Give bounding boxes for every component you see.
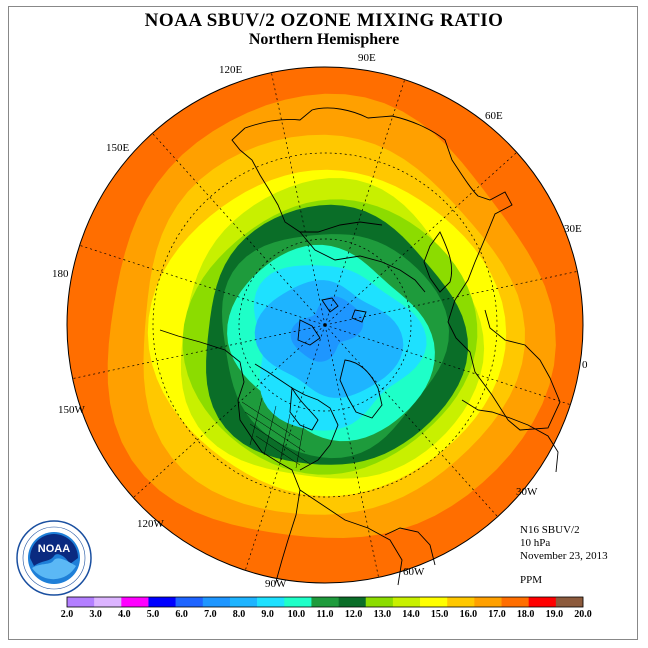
lon-label-30e: 30E — [564, 223, 582, 235]
lon-label-90w: 90W — [265, 578, 287, 590]
meridian-line — [244, 324, 326, 571]
greenland-coast — [339, 359, 383, 419]
map-boundary — [66, 66, 584, 584]
meridian-line — [324, 79, 406, 326]
noaa-logo: NOAA — [16, 520, 92, 596]
colorbar-tick-label: 12.0 — [344, 609, 363, 620]
meridian-line — [271, 72, 326, 326]
lon-label-60e: 60E — [485, 110, 503, 122]
africa-coast — [461, 399, 559, 473]
colorbar-tick-label: 16.0 — [459, 609, 478, 620]
hudson-bay-coast — [289, 386, 319, 431]
us-state-borders — [241, 397, 311, 469]
lon-label-60w: 60W — [403, 566, 425, 578]
colorbar-tick-label: 19.0 — [545, 609, 564, 620]
colorbar-tick-label: 3.0 — [89, 609, 102, 620]
colorbar-tick-label: 17.0 — [488, 609, 506, 620]
colorbar-tick-label: 2.0 — [60, 609, 74, 620]
colorbar-tick-label: 13.0 — [373, 609, 392, 620]
colorbar-tick-label: 10.0 — [287, 609, 306, 620]
meridian-line — [324, 324, 571, 406]
colorbar-tick-label: 9.0 — [261, 609, 274, 620]
colorbar-tick-label: 11.0 — [316, 609, 334, 620]
central-america-coast — [299, 489, 403, 586]
coastlines — [159, 107, 561, 586]
colorbar-tick-label: 15.0 — [430, 609, 449, 620]
meridian-line — [72, 324, 326, 379]
instrument-label: N16 SBUV/2 — [520, 524, 580, 536]
map-title: NOAA SBUV/2 OZONE MIXING RATIO — [144, 10, 504, 31]
figure-frame — [8, 6, 638, 640]
colorbar-tick-label: 8.0 — [232, 609, 246, 620]
ozone-band-7 — [290, 296, 364, 362]
colorbar-tick-label: 14.0 — [402, 609, 420, 620]
scandinavia-coast — [423, 231, 453, 293]
lon-label-180: 180 — [52, 268, 69, 280]
lon-label-90e: 90E — [358, 52, 376, 64]
colorbar-tick-label: 7.0 — [204, 609, 217, 620]
lon-label-120e: 120E — [219, 64, 243, 76]
graticule — [72, 72, 578, 578]
colorbar-tick-label: 6.0 — [175, 609, 188, 620]
lon-label-150w: 150W — [58, 404, 85, 416]
siberia-coast — [299, 231, 426, 293]
eurasia-coast — [244, 107, 561, 431]
asia-east-coast — [231, 127, 383, 233]
colorbar-tick-label: 5.0 — [146, 609, 160, 620]
colorbar-tick-label: 20.0 — [574, 609, 592, 620]
lon-label-150e: 150E — [106, 142, 130, 154]
lon-label-0: 0 — [582, 359, 588, 371]
ozone-contour-fill — [67, 67, 583, 583]
meridian-line — [79, 244, 326, 326]
colorbar-tick-label: 18.0 — [516, 609, 535, 620]
meridian-line — [324, 324, 379, 578]
south-america-coast — [384, 527, 436, 566]
map-subtitle: Northern Hemisphere — [248, 31, 400, 48]
lon-label-30w: 30W — [516, 486, 538, 498]
arctic-islands — [297, 297, 367, 346]
meridian-line — [324, 271, 578, 326]
pressure-level-label: 10 hPa — [520, 537, 551, 549]
date-label: November 23, 2013 — [520, 550, 608, 562]
colorbar-tick-label: 4.0 — [118, 609, 131, 620]
lon-label-120w: 120W — [137, 518, 164, 530]
logo-wordmark: NOAA — [38, 543, 70, 555]
units-label: PPM — [520, 574, 543, 586]
